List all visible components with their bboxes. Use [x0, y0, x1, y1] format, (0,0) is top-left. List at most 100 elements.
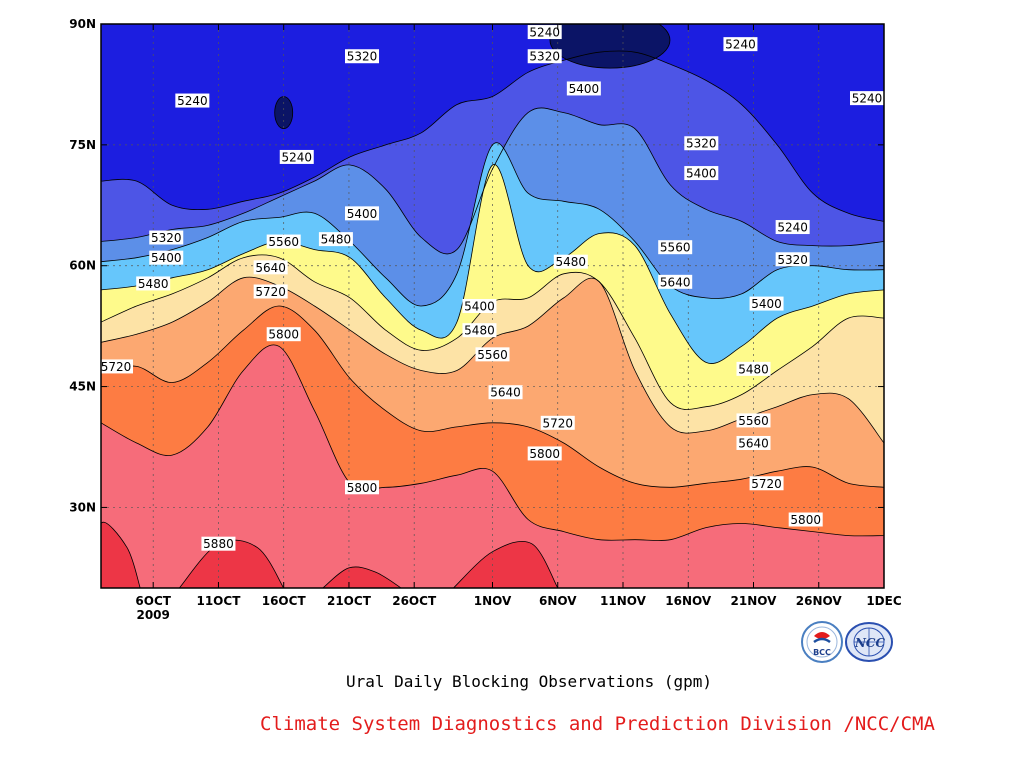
- contour-label-box: [850, 91, 884, 106]
- contour-label-text: 5400: [347, 207, 378, 221]
- contour-label-text: 5240: [529, 26, 560, 40]
- contour-label-box: [136, 276, 171, 291]
- contour-label-text: 5800: [790, 513, 821, 527]
- contour-label-16: 5640: [253, 260, 288, 275]
- contour-label-box: [266, 327, 301, 342]
- contour-label-14: 5240: [775, 220, 810, 235]
- contour-label-box: [345, 206, 379, 221]
- contour-label-box: [488, 385, 523, 400]
- contour-label-text: 5400: [464, 300, 495, 314]
- y-tick-label-3: 75N: [69, 138, 96, 152]
- contour-label-25: 5480: [462, 323, 497, 338]
- x-tick-label-1: 11OCT: [196, 594, 241, 608]
- y-axis: 30N 45N 60N 75N 90N: [69, 17, 884, 514]
- contour-label-text: 5560: [738, 414, 769, 428]
- contour-label-text: 5480: [738, 362, 769, 376]
- contour-label-box: [345, 480, 379, 495]
- contour-label-box: [345, 49, 379, 64]
- contour-label-box: [788, 512, 823, 527]
- x-tick-label-7: 11NOV: [600, 594, 647, 608]
- bcc-logo: BCC: [801, 621, 843, 663]
- contour-label-text: 5240: [177, 94, 208, 108]
- contour-label-box: [723, 37, 758, 52]
- contour-label-22: 5640: [658, 274, 693, 289]
- contour-label-29: 5480: [736, 361, 771, 376]
- contour-label-5: 5240: [723, 37, 758, 52]
- contour-label-box: [775, 220, 810, 235]
- contour-label-19: 5320: [775, 252, 810, 267]
- high-5880-0: [101, 521, 141, 588]
- low-core-0: [274, 96, 294, 130]
- contour-label-text: 5800: [529, 447, 560, 461]
- contour-label-35: 5720: [749, 476, 784, 491]
- contour-label-text: 5880: [203, 537, 234, 551]
- x-tick-label-8: 16NOV: [665, 594, 712, 608]
- contour-label-box: [749, 476, 784, 491]
- contour-label-34: 5800: [527, 446, 562, 461]
- contour-label-7: 5400: [566, 81, 601, 96]
- contour-label-text: 5640: [660, 275, 691, 289]
- low-core-1: [549, 24, 671, 69]
- contour-5800: [101, 344, 884, 541]
- contour-label-37: 5800: [788, 512, 823, 527]
- contour-label-box: [201, 536, 236, 551]
- contour-label-box: [658, 274, 693, 289]
- contour-5320: [101, 107, 884, 255]
- contour-label-27: 5560: [475, 347, 510, 362]
- contour-label-box: [175, 93, 210, 108]
- contour-label-4: 5320: [527, 49, 562, 64]
- contour-label-box: [736, 361, 771, 376]
- contour-label-box: [527, 49, 562, 64]
- contour-label-box: [279, 149, 314, 164]
- contour-label-box: [149, 230, 184, 245]
- contour-label-box: [684, 136, 719, 151]
- contour-label-text: 5480: [556, 255, 587, 269]
- x-tick-label-6: 6NOV: [539, 594, 577, 608]
- chart-title: Ural Daily Blocking Observations (gpm): [346, 672, 713, 691]
- contour-label-text: 5640: [255, 261, 286, 275]
- contour-label-text: 5560: [268, 235, 299, 249]
- contour-label-text: 5320: [529, 50, 560, 64]
- contour-label-36: 5800: [345, 480, 379, 495]
- contour-label-8: 5320: [684, 136, 719, 151]
- high-5880-1: [178, 539, 285, 588]
- contour-label-text: 5320: [151, 231, 182, 245]
- contour-label-text: 5400: [751, 297, 782, 311]
- contour-label-box: [684, 166, 719, 181]
- ncc-logo-text: NCC: [854, 636, 886, 650]
- contour-5400: [101, 142, 884, 307]
- contour-label-text: 5400: [569, 82, 600, 96]
- x-year-label: 2009: [136, 608, 169, 622]
- contour-label-20: 5480: [136, 276, 171, 291]
- contour-label-24: 5400: [749, 296, 784, 311]
- contour-label-text: 5720: [101, 360, 132, 374]
- contour-label-text: 5720: [255, 285, 286, 299]
- contour-label-text: 5800: [268, 328, 299, 342]
- contour-label-text: 5320: [777, 253, 808, 267]
- contour-label-box: [462, 323, 497, 338]
- contour-label-text: 5400: [151, 251, 182, 265]
- contour-label-box: [566, 81, 601, 96]
- contour-label-12: 5560: [266, 234, 301, 249]
- high-5880-2: [322, 566, 402, 588]
- contour-label-text: 5640: [490, 386, 521, 400]
- contour-label-text: 5720: [751, 477, 782, 491]
- contour-label-text: 5320: [686, 137, 717, 151]
- x-tick-label-9: 21NOV: [731, 594, 778, 608]
- contour-label-text: 5240: [281, 150, 312, 164]
- y-tick-label-4: 90N: [69, 17, 96, 31]
- x-tick-label-3: 21OCT: [327, 594, 372, 608]
- contour-label-box: [553, 254, 588, 269]
- contour-label-box: [775, 252, 810, 267]
- contour-label-17: 5480: [553, 254, 588, 269]
- contour-label-box: [253, 260, 288, 275]
- contour-label-box: [475, 347, 510, 362]
- contour-label-0: 5240: [175, 93, 210, 108]
- contour-label-box: [462, 299, 497, 313]
- contour-label-2: 5320: [345, 49, 379, 64]
- contour-label-text: 5400: [686, 167, 717, 181]
- contour-label-26: 5800: [266, 327, 301, 342]
- contour-label-32: 5560: [736, 413, 771, 428]
- x-tick-label-0: 6OCT: [135, 594, 171, 608]
